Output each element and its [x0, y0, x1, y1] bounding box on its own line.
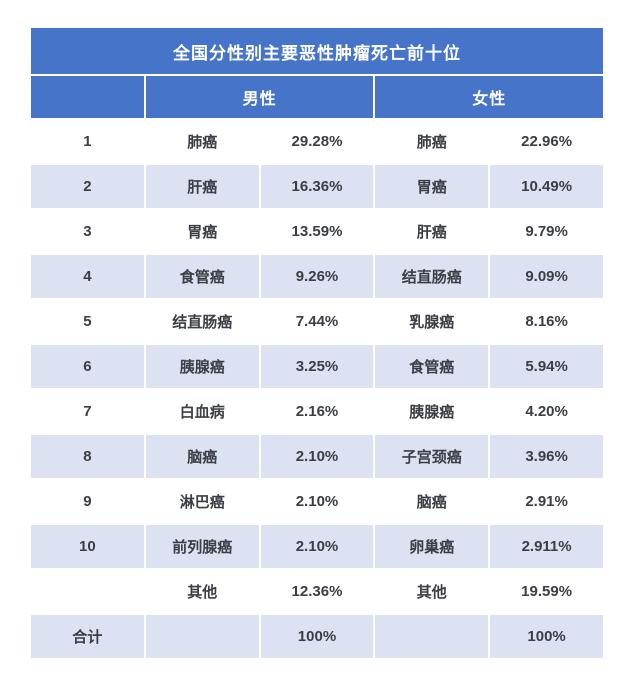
- male-pct-cell: 9.26%: [260, 255, 374, 298]
- cancer-mortality-table: 全国分性别主要恶性肿瘤死亡前十位 男性 女性 1 肺癌 29.28% 肺癌 22.96%…: [29, 26, 605, 660]
- female-pct-cell: 4.20%: [490, 390, 603, 433]
- female-cancer-cell: 胰腺癌: [375, 390, 489, 433]
- rank-cell: 合计: [31, 615, 144, 658]
- male-cancer-cell: 肝癌: [145, 165, 259, 208]
- male-cancer-cell: 胃癌: [145, 210, 259, 253]
- female-cancer-cell: 食管癌: [375, 345, 489, 388]
- male-cancer-cell: 前列腺癌: [145, 525, 259, 568]
- female-cancer-cell: 结直肠癌: [375, 255, 489, 298]
- title-row: 全国分性别主要恶性肿瘤死亡前十位: [31, 28, 603, 74]
- male-pct-cell: 29.28%: [260, 120, 374, 163]
- table-row: 4 食管癌 9.26% 结直肠癌 9.09%: [31, 255, 603, 298]
- male-pct-cell: 100%: [260, 615, 374, 658]
- rank-cell: 5: [31, 300, 144, 343]
- female-cancer-cell: 其他: [375, 570, 489, 613]
- female-pct-cell: 2.91%: [490, 480, 603, 523]
- male-pct-cell: 2.10%: [260, 435, 374, 478]
- male-pct-cell: 16.36%: [260, 165, 374, 208]
- rank-cell: 1: [31, 120, 144, 163]
- male-pct-cell: 13.59%: [260, 210, 374, 253]
- female-pct-cell: 2.911%: [490, 525, 603, 568]
- female-cancer-cell: 乳腺癌: [375, 300, 489, 343]
- female-cancer-cell: 子宫颈癌: [375, 435, 489, 478]
- female-header-cell: 女性: [375, 76, 603, 118]
- female-cancer-cell: 卵巢癌: [375, 525, 489, 568]
- female-pct-cell: 3.96%: [490, 435, 603, 478]
- female-pct-cell: 8.16%: [490, 300, 603, 343]
- male-cancer-cell: 其他: [145, 570, 259, 613]
- rank-cell: 4: [31, 255, 144, 298]
- female-cancer-cell: 胃癌: [375, 165, 489, 208]
- table-row: 7 白血病 2.16% 胰腺癌 4.20%: [31, 390, 603, 433]
- table-row: 6 胰腺癌 3.25% 食管癌 5.94%: [31, 345, 603, 388]
- rank-header-cell: [31, 76, 144, 118]
- male-cancer-cell: 结直肠癌: [145, 300, 259, 343]
- rank-cell: 8: [31, 435, 144, 478]
- female-cancer-cell: 肝癌: [375, 210, 489, 253]
- group-header-row: 男性 女性: [31, 76, 603, 118]
- male-cancer-cell: [145, 615, 259, 658]
- male-cancer-cell: 肺癌: [145, 120, 259, 163]
- male-cancer-cell: 淋巴癌: [145, 480, 259, 523]
- rank-cell: 10: [31, 525, 144, 568]
- male-pct-cell: 2.16%: [260, 390, 374, 433]
- table-row: 其他 12.36% 其他 19.59%: [31, 570, 603, 613]
- male-pct-cell: 2.10%: [260, 480, 374, 523]
- table-row: 合计 100% 100%: [31, 615, 603, 658]
- female-cancer-cell: [375, 615, 489, 658]
- table-title: 全国分性别主要恶性肿瘤死亡前十位: [31, 28, 603, 74]
- female-pct-cell: 19.59%: [490, 570, 603, 613]
- male-pct-cell: 7.44%: [260, 300, 374, 343]
- female-cancer-cell: 肺癌: [375, 120, 489, 163]
- table-row: 9 淋巴癌 2.10% 脑癌 2.91%: [31, 480, 603, 523]
- table-row: 3 胃癌 13.59% 肝癌 9.79%: [31, 210, 603, 253]
- rank-cell: 3: [31, 210, 144, 253]
- male-header-cell: 男性: [145, 76, 374, 118]
- female-pct-cell: 10.49%: [490, 165, 603, 208]
- female-pct-cell: 9.09%: [490, 255, 603, 298]
- rank-cell: 6: [31, 345, 144, 388]
- male-cancer-cell: 胰腺癌: [145, 345, 259, 388]
- table-row: 10 前列腺癌 2.10% 卵巢癌 2.911%: [31, 525, 603, 568]
- rank-cell: 7: [31, 390, 144, 433]
- female-cancer-cell: 脑癌: [375, 480, 489, 523]
- male-cancer-cell: 白血病: [145, 390, 259, 433]
- table-row: 8 脑癌 2.10% 子宫颈癌 3.96%: [31, 435, 603, 478]
- male-cancer-cell: 脑癌: [145, 435, 259, 478]
- male-cancer-cell: 食管癌: [145, 255, 259, 298]
- table-row: 1 肺癌 29.28% 肺癌 22.96%: [31, 120, 603, 163]
- female-pct-cell: 9.79%: [490, 210, 603, 253]
- rank-cell: [31, 570, 144, 613]
- rank-cell: 2: [31, 165, 144, 208]
- male-pct-cell: 3.25%: [260, 345, 374, 388]
- table-row: 2 肝癌 16.36% 胃癌 10.49%: [31, 165, 603, 208]
- table-row: 5 结直肠癌 7.44% 乳腺癌 8.16%: [31, 300, 603, 343]
- male-pct-cell: 12.36%: [260, 570, 374, 613]
- female-pct-cell: 5.94%: [490, 345, 603, 388]
- rank-cell: 9: [31, 480, 144, 523]
- table-body: 1 肺癌 29.28% 肺癌 22.96% 2 肝癌 16.36% 胃癌 10.49% 3 胃癌 13.…: [31, 120, 603, 658]
- female-pct-cell: 100%: [490, 615, 603, 658]
- female-pct-cell: 22.96%: [490, 120, 603, 163]
- male-pct-cell: 2.10%: [260, 525, 374, 568]
